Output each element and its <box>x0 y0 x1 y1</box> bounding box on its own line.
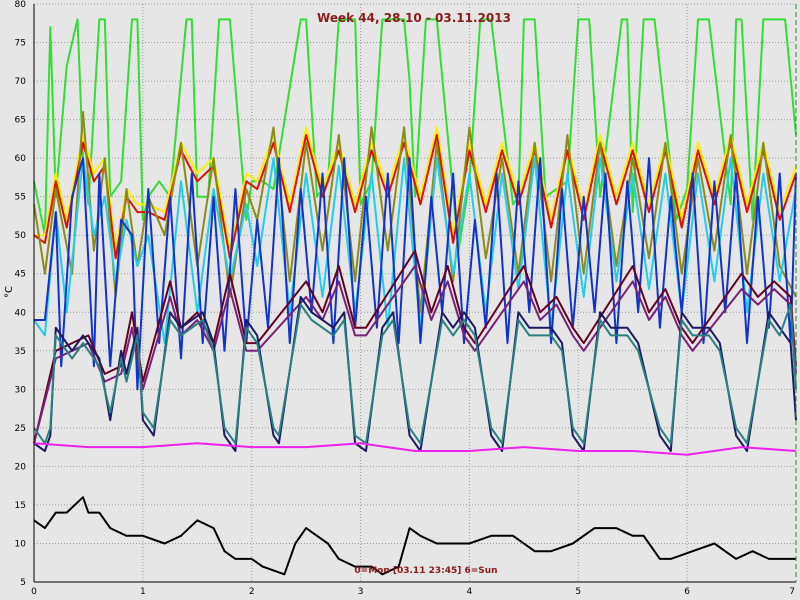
y-tick-labels: 5 10 15 20 25 30 35 40 45 50 55 60 65 70 75 80 <box>15 0 27 588</box>
y-tick-label: 35 <box>15 347 26 357</box>
series-line-8 <box>33 265 797 444</box>
x-tick-label: 7 <box>789 587 795 597</box>
x-tick-label: 5 <box>575 587 581 597</box>
y-tick-label: 15 <box>15 501 26 511</box>
y-tick-label: 70 <box>15 77 27 87</box>
x-tick-label: 1 <box>140 587 146 597</box>
y-tick-label: 60 <box>15 154 27 164</box>
y-tick-label: 40 <box>15 308 27 318</box>
chart-footer: 0=Mon [03.11 23:45] 6=Sun <box>354 566 497 576</box>
series-layer <box>33 18 797 576</box>
series-line-6 <box>34 157 797 391</box>
y-tick-label: 5 <box>20 578 26 588</box>
series-line-11 <box>33 442 797 456</box>
series-line-10 <box>33 303 797 445</box>
y-tick-label: 10 <box>15 539 27 549</box>
y-tick-label: 20 <box>15 462 27 472</box>
series-line-4 <box>33 110 797 314</box>
y-tick-label: 45 <box>15 270 26 280</box>
chart-title: Week 44, 28.10 - 03.11.2013 <box>317 11 511 25</box>
x-tick-label: 2 <box>249 587 255 597</box>
y-axis-label: °C <box>4 286 15 298</box>
y-tick-label: 55 <box>15 193 26 203</box>
y-tick-label: 75 <box>15 39 26 49</box>
x-tick-label: 3 <box>358 587 364 597</box>
plot-area <box>34 4 796 582</box>
x-tick-label: 4 <box>467 587 473 597</box>
series-line-12 <box>33 496 796 576</box>
y-tick-label: 50 <box>15 231 27 241</box>
x-tick-labels: 0 1 2 3 4 5 6 7 <box>31 587 795 597</box>
x-tick-label: 0 <box>31 587 37 597</box>
y-tick-label: 30 <box>15 385 27 395</box>
y-tick-label: 80 <box>15 0 27 10</box>
axis-layer <box>33 4 797 583</box>
y-tick-label: 65 <box>15 116 26 126</box>
y-tick-label: 25 <box>15 424 26 434</box>
series-line-9 <box>33 295 797 452</box>
series-line-3 <box>33 134 797 260</box>
x-tick-label: 6 <box>684 587 690 597</box>
